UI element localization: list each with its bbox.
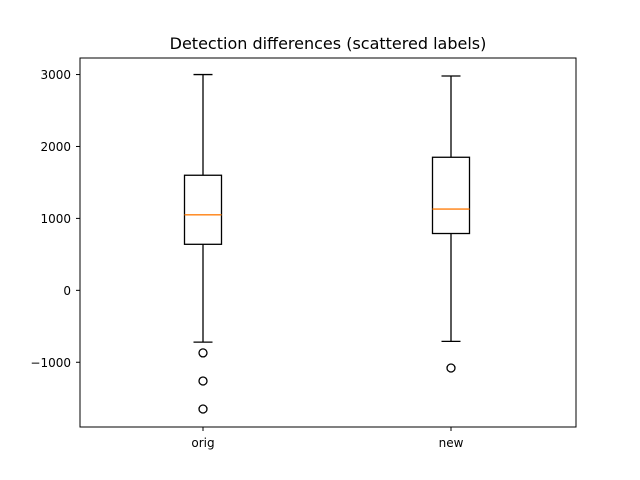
axes-frame (79, 57, 577, 428)
plot-area: −1000 0 1000 2000 3000 orig new (30, 68, 471, 450)
box-orig (183, 174, 223, 245)
flier-new (446, 363, 456, 373)
y-tick-label: −1000 (30, 356, 71, 370)
flier-orig (198, 404, 208, 414)
x-tick-label-orig: orig (191, 436, 214, 450)
flier-orig (198, 376, 208, 386)
y-tick-label: 2000 (40, 140, 71, 154)
flier-orig (198, 348, 208, 358)
y-tick-label: 3000 (40, 68, 71, 82)
x-tick-label-new: new (439, 436, 464, 450)
box-new (431, 156, 471, 235)
chart-title: Detection differences (scattered labels) (170, 34, 487, 53)
y-tick-label: 0 (63, 284, 71, 298)
y-tick-label: 1000 (40, 212, 71, 226)
